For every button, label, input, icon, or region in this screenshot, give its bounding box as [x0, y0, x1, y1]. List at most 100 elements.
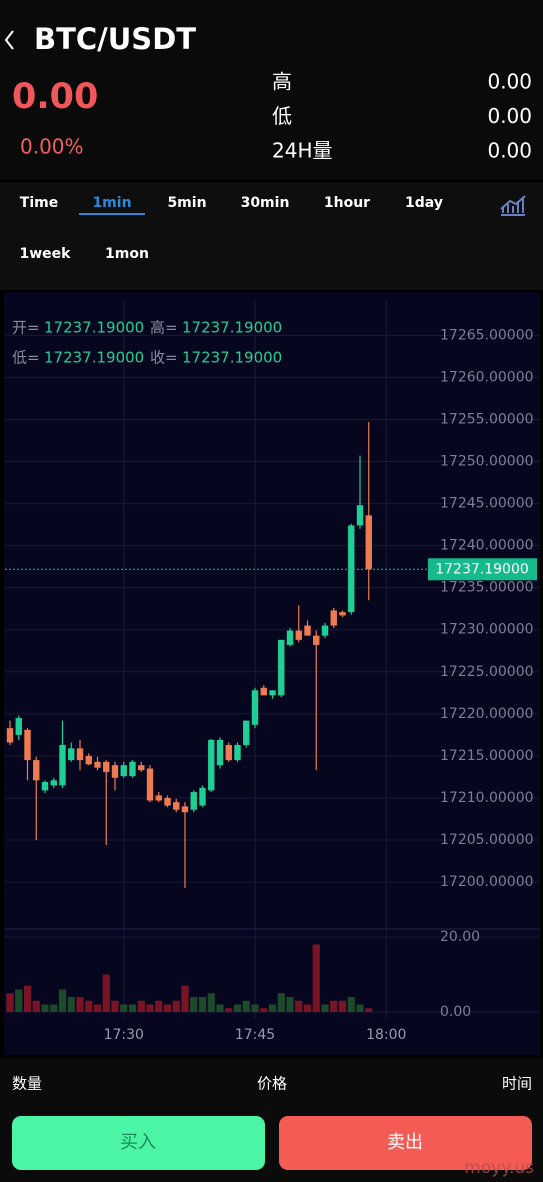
- volume-bar: [85, 1000, 93, 1012]
- change: 0.00%: [20, 135, 84, 159]
- tab[interactable]: 30min: [241, 195, 290, 211]
- candle-body: [33, 760, 40, 781]
- candle-body: [15, 718, 22, 735]
- candle-body: [76, 748, 84, 761]
- candle-body: [103, 761, 110, 772]
- y-tick-label: 17260.00000: [440, 369, 534, 385]
- tab[interactable]: 1day: [405, 195, 443, 211]
- candle-body: [59, 744, 66, 786]
- x-tick-label: 17:30: [104, 1027, 144, 1043]
- candle-body: [199, 787, 206, 806]
- candle-body: [321, 625, 329, 636]
- tab[interactable]: Time: [20, 195, 58, 211]
- volume-bar: [181, 985, 189, 1012]
- y-tick-label: 17210.00000: [440, 790, 534, 806]
- candle-body: [295, 630, 302, 640]
- trade-header: 数量: [12, 1075, 42, 1093]
- candle-body: [243, 720, 250, 745]
- info-key: 收=: [150, 349, 178, 367]
- candle-body: [94, 761, 101, 768]
- tab[interactable]: 1week: [20, 246, 72, 262]
- y-tick-label: 17205.00000: [440, 832, 534, 848]
- info-value: 17237.19000: [44, 349, 144, 367]
- info-key: 开=: [12, 319, 40, 337]
- candle-body: [85, 755, 92, 765]
- x-tick-label: 17:45: [235, 1027, 275, 1043]
- volume-bar: [15, 989, 23, 1012]
- y-tick-label: 17245.00000: [440, 496, 534, 512]
- candle-body: [164, 797, 171, 806]
- y-tick-label: 17235.00000: [440, 580, 534, 596]
- y-tick-label: 17255.00000: [440, 411, 534, 427]
- candle-body: [120, 765, 127, 777]
- y-tick-label: 17200.00000: [440, 874, 534, 890]
- volume-bar: [6, 993, 14, 1012]
- trade-header: 价格: [257, 1075, 287, 1093]
- volume-bar: [347, 997, 355, 1012]
- volume-bar: [163, 1004, 172, 1012]
- candle-body: [304, 625, 311, 636]
- volume-bar: [216, 1004, 224, 1012]
- volume-bar: [207, 993, 215, 1012]
- stat-value: 0.00: [487, 70, 532, 94]
- info-key: 高=: [150, 319, 178, 337]
- button-label[interactable]: 卖出: [387, 1132, 423, 1153]
- volume-bar: [23, 985, 32, 1012]
- y-tick-label: 17230.00000: [440, 622, 534, 638]
- chart-icon[interactable]: [500, 195, 526, 216]
- last-price-label: 17237.19000: [435, 561, 529, 577]
- candle-body: [138, 765, 145, 771]
- v-tick-label: 0.00: [440, 1004, 471, 1020]
- volume-bar: [76, 997, 84, 1012]
- candle-body: [348, 525, 355, 613]
- volume-bar: [268, 1004, 277, 1012]
- candle-body: [330, 610, 337, 626]
- volume-bar: [330, 1000, 338, 1012]
- button-label[interactable]: 买入: [120, 1132, 156, 1153]
- candle-body: [251, 690, 259, 725]
- candle-body: [260, 687, 267, 696]
- tab[interactable]: 1mon: [105, 246, 149, 262]
- candle-body: [41, 781, 49, 791]
- y-tick-label: 17265.00000: [440, 327, 534, 343]
- x-tick-label: 18:00: [366, 1027, 406, 1043]
- info-value: 17237.19000: [182, 319, 282, 337]
- volume-bar: [312, 944, 320, 1012]
- volume-bar: [172, 1000, 180, 1012]
- last-price-tag: [428, 558, 537, 581]
- volume-bar: [120, 1004, 128, 1012]
- volume-bar: [198, 997, 207, 1012]
- volume-bar: [137, 1000, 145, 1012]
- volume-bar: [93, 1004, 102, 1012]
- volume-bar: [365, 1008, 373, 1012]
- volume-bar: [338, 1000, 347, 1012]
- stat-label: 高: [272, 70, 292, 94]
- volume-bar: [225, 1008, 233, 1012]
- trade-button[interactable]: [279, 1116, 532, 1170]
- y-tick-label: 17250.00000: [440, 454, 534, 470]
- volume-bar: [146, 1004, 154, 1012]
- volume-bar: [321, 1004, 329, 1012]
- back-button[interactable]: [4, 30, 14, 50]
- candle-body: [181, 806, 189, 813]
- volume-bar: [242, 1000, 250, 1012]
- volume-bar: [286, 997, 294, 1012]
- trade-button[interactable]: [12, 1116, 265, 1170]
- volume-bar: [155, 1000, 163, 1012]
- y-tick-label: 17220.00000: [440, 706, 534, 722]
- volume-bar: [58, 989, 67, 1012]
- tab[interactable]: 1min: [92, 195, 131, 211]
- tab[interactable]: 1hour: [324, 195, 370, 211]
- stat-label: 24H量: [272, 139, 333, 163]
- candle-body: [173, 802, 180, 810]
- volume-bar: [67, 997, 75, 1012]
- tab-underline: [79, 213, 145, 215]
- y-tick-label: 17240.00000: [440, 538, 534, 554]
- volume-bar: [50, 1004, 58, 1012]
- candle-body: [68, 748, 75, 761]
- tab[interactable]: 5min: [167, 195, 206, 211]
- volume-bar: [277, 993, 285, 1012]
- candle-body: [339, 612, 346, 616]
